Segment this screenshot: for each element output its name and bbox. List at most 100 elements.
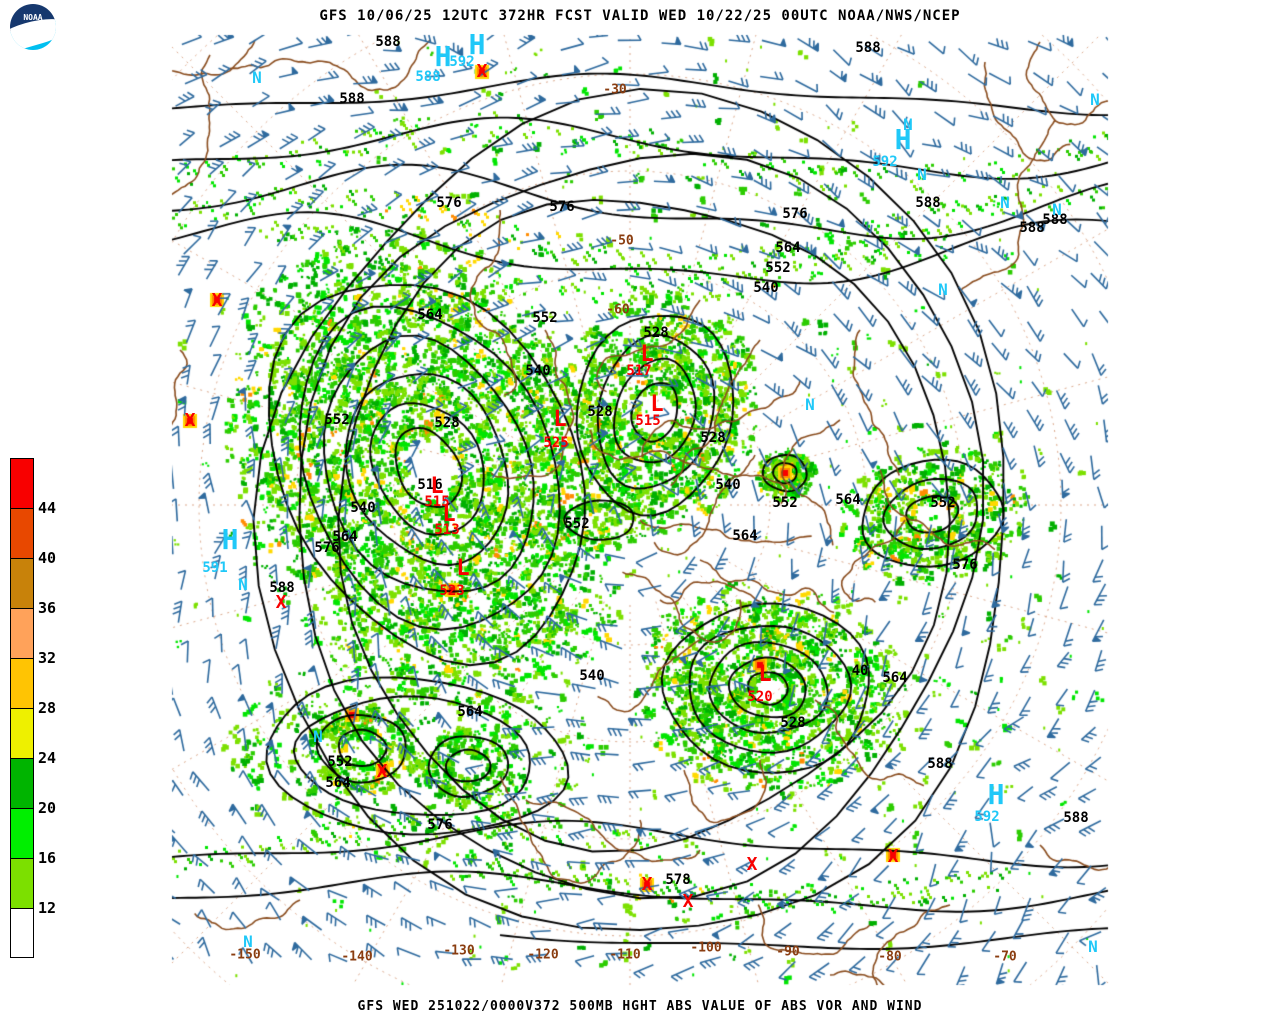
colorbar-segment: [10, 458, 34, 508]
low-pressure-marker: L: [758, 662, 772, 687]
n-marker: N: [917, 165, 927, 184]
contour-label: 564: [417, 307, 443, 323]
contour-label: 40: [851, 663, 869, 679]
colorbar-tick-label: 12: [38, 899, 57, 917]
low-pressure-value: 517: [626, 363, 652, 379]
colorbar-segment: [10, 658, 34, 708]
contour-label: 578: [665, 872, 691, 888]
longitude-label: -100: [690, 940, 722, 956]
colorbar-segment: [10, 608, 34, 658]
vorticity-colorbar: [10, 458, 34, 958]
contour-label: 540: [579, 668, 605, 684]
contour-label: 564: [882, 670, 908, 686]
contour-label: 564: [732, 528, 758, 544]
high-pressure-value: 592: [974, 809, 1000, 825]
low-pressure-value: 523: [439, 583, 465, 599]
longitude-label: -120: [527, 947, 559, 963]
high-pressure-marker: H: [434, 40, 452, 73]
colorbar-tick-label: 28: [38, 699, 57, 717]
vort-max-x-marker: X: [682, 891, 694, 912]
contour-label: 588: [927, 756, 953, 772]
contour-label: 528: [780, 715, 806, 731]
contour-label: 540: [715, 477, 741, 493]
contour-label: 552: [327, 754, 353, 770]
longitude-label: -50: [610, 233, 634, 249]
colorbar-segment: [10, 558, 34, 608]
n-marker: N: [252, 68, 262, 87]
colorbar-segment: [10, 858, 34, 908]
low-pressure-marker: L: [650, 392, 664, 417]
colorbar-tick-label: 20: [38, 799, 57, 817]
page-caption: GFS WED 251022/0000V372 500MB HGHT ABS V…: [357, 999, 923, 1014]
n-marker: N: [805, 395, 815, 414]
contour-label: 564: [457, 704, 483, 720]
contour-label: 528: [700, 430, 726, 446]
longitude-label: -150: [229, 947, 261, 963]
longitude-label: -80: [878, 949, 902, 965]
high-pressure-value: 591: [202, 560, 228, 576]
low-pressure-value: 515: [635, 413, 661, 429]
low-pressure-value: 515: [424, 494, 450, 510]
colorbar-tick-label: 40: [38, 549, 57, 567]
noaa-logo-text: NOAA: [23, 13, 43, 22]
high-pressure-value: 588: [415, 69, 441, 85]
longitude-label: -130: [443, 943, 475, 959]
contour-label: 552: [532, 310, 558, 326]
vort-max-x-marker: X: [476, 61, 488, 82]
high-pressure-marker: H: [894, 123, 912, 156]
low-pressure-marker: L: [442, 502, 456, 527]
contour-label: 540: [525, 363, 551, 379]
contour-label: 552: [765, 260, 791, 276]
colorbar-tick-label: 36: [38, 599, 57, 617]
contour-label: 588: [1042, 212, 1068, 228]
low-pressure-marker: L: [640, 342, 654, 367]
contour-label: 576: [549, 199, 575, 215]
longitude-label: -70: [993, 949, 1017, 965]
contour-label: 528: [587, 404, 613, 420]
longitude-label: -110: [609, 947, 641, 963]
low-pressure-marker: L: [553, 407, 567, 432]
contour-label: 552: [564, 516, 590, 532]
contour-label: 588: [1019, 220, 1045, 236]
contour-label: 576: [782, 206, 808, 222]
colorbar-segment: [10, 908, 34, 958]
high-pressure-marker: H: [987, 778, 1005, 811]
colorbar-segment: [10, 708, 34, 758]
low-pressure-value: 525: [543, 435, 569, 451]
contour-label: 588: [339, 91, 365, 107]
n-marker: N: [1000, 193, 1010, 212]
contour-label: 576: [427, 817, 453, 833]
colorbar-tick-label: 24: [38, 749, 57, 767]
colorbar-tick-label: 32: [38, 649, 57, 667]
longitude-label: -60: [606, 302, 630, 318]
n-marker: N: [313, 727, 323, 746]
high-pressure-marker: H: [221, 523, 239, 556]
contour-label: 552: [772, 495, 798, 511]
high-pressure-value: 592: [872, 154, 898, 170]
longitude-label: -90: [776, 944, 800, 960]
high-pressure-value: 592: [449, 54, 475, 70]
contour-label: 588: [915, 195, 941, 211]
vort-max-x-marker: X: [887, 846, 899, 867]
contour-label: 564: [775, 240, 801, 256]
contour-label: 576: [314, 540, 340, 556]
contour-label: 576: [436, 195, 462, 211]
colorbar-tick-label: 44: [38, 499, 57, 517]
low-pressure-value: 520: [747, 689, 773, 705]
n-marker: N: [238, 575, 248, 594]
contour-label: 564: [332, 529, 358, 545]
vort-max-x-marker: X: [746, 854, 758, 875]
n-marker: N: [1090, 90, 1100, 109]
page-title: GFS 10/06/25 12UTC 372HR FCST VALID WED …: [319, 8, 961, 24]
contour-label: 564: [835, 492, 861, 508]
longitude-label: -140: [341, 949, 373, 965]
contour-label: 528: [643, 325, 669, 341]
n-marker: N: [1088, 937, 1098, 956]
colorbar-segment: [10, 508, 34, 558]
colorbar-tick-label: 16: [38, 849, 57, 867]
contour-label: 528: [434, 415, 460, 431]
n-marker: N: [243, 932, 253, 951]
longitude-label: -30: [603, 82, 627, 98]
